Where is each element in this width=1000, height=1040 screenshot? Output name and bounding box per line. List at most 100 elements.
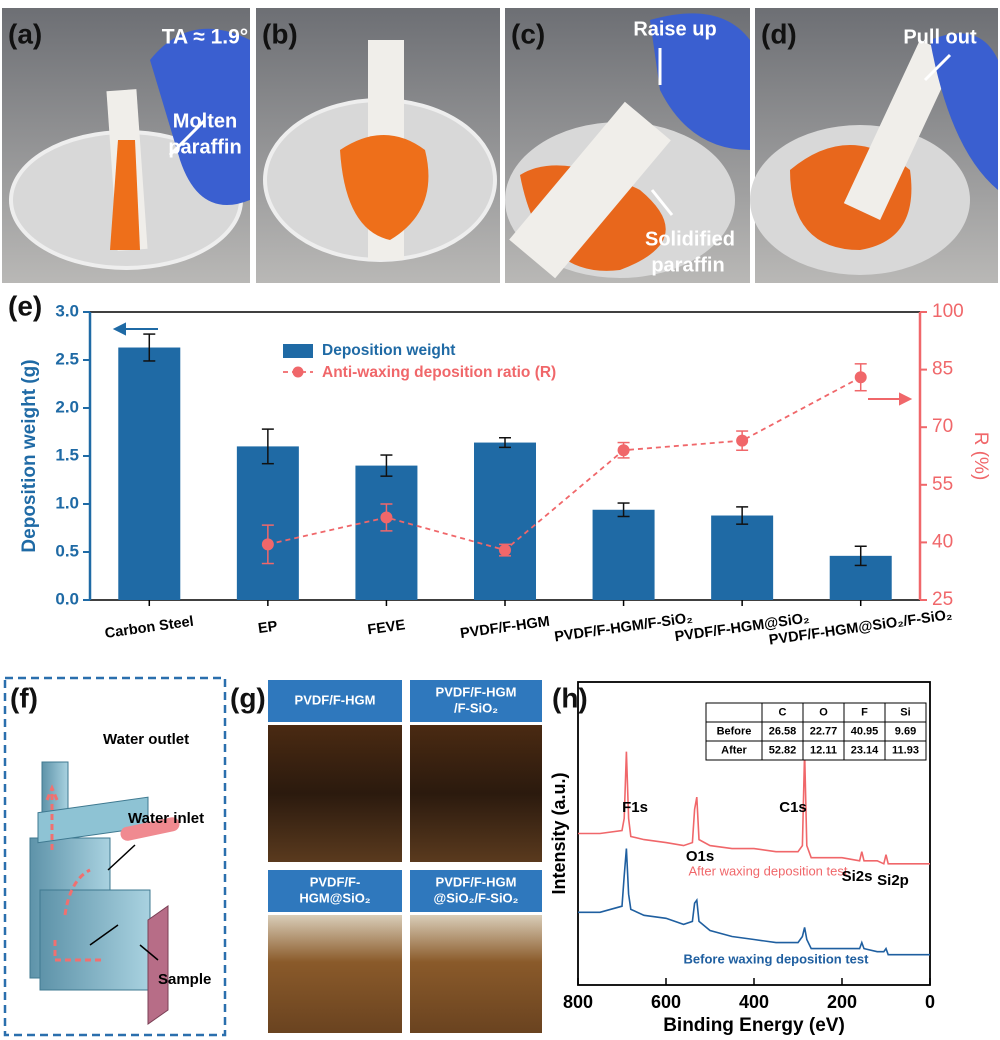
ratio-line (267, 376, 862, 552)
annotation: Raise up (633, 18, 716, 40)
annotation: paraffin (168, 136, 241, 158)
sample-label: /F-SiO₂ (454, 700, 498, 715)
legend-label: Anti-waxing deposition ratio (R) (322, 364, 556, 381)
photo-a (2, 8, 250, 283)
sample-photo (410, 725, 542, 862)
x-tick-label: 400 (739, 992, 769, 1012)
annotation: TA ≈ 1.9° (162, 26, 248, 49)
panel-label: (a) (8, 18, 42, 49)
panel-label: (e) (8, 290, 42, 321)
legend-swatch (292, 366, 304, 378)
x-tick-label: 800 (563, 992, 593, 1012)
table-cell: 22.77 (810, 725, 838, 737)
annotation: Water inlet (128, 810, 204, 827)
table-row-name: Before (717, 725, 752, 737)
x-tick-label: PVDF/F-HGM (459, 614, 551, 642)
y2-tick-label: 100 (932, 301, 964, 322)
panel-label: (h) (552, 682, 588, 713)
y-tick-label: 1.0 (55, 493, 79, 512)
y-axis-title: Intensity (a.u.) (549, 772, 569, 894)
peak-label: F1s (622, 799, 648, 816)
bar (355, 465, 418, 600)
axis-arrow (868, 392, 913, 406)
y2-tick-label: 25 (932, 589, 953, 610)
y-tick-label: 2.5 (55, 349, 79, 368)
y-tick-label: 2.0 (55, 397, 79, 416)
peak-label: C1s (779, 799, 807, 816)
ratio-point (854, 371, 867, 384)
photo-b (256, 8, 500, 283)
annotation: Water outlet (103, 731, 189, 748)
peak-label: Si2s (842, 868, 873, 885)
bar (118, 347, 181, 600)
sample-photo (268, 915, 402, 1033)
y2-tick-label: 85 (932, 359, 953, 380)
x-tick-label: Carbon Steel (104, 614, 195, 642)
panel-label: (f) (10, 682, 38, 713)
table-cell: 23.14 (851, 744, 879, 756)
y-tick-label: 3.0 (55, 301, 79, 320)
panel-label: (b) (262, 18, 298, 49)
x-tick-label: FEVE (367, 617, 407, 638)
y2-tick-label: 40 (932, 531, 953, 552)
sample-header (410, 870, 542, 912)
sample-photo (268, 725, 402, 862)
ratio-point (261, 538, 274, 551)
table-frame (705, 702, 927, 761)
table-cell: 52.82 (769, 744, 797, 756)
table-cell: 40.95 (851, 725, 879, 737)
bar (711, 515, 774, 600)
annotation: Solidified (645, 228, 735, 250)
sample-header (268, 870, 402, 912)
x-tick-label: EP (257, 619, 279, 638)
y-tick-label: 0.5 (55, 541, 79, 560)
ratio-point (499, 544, 511, 557)
axis-arrow (112, 322, 158, 336)
ratio-point (380, 511, 393, 524)
sample-label: PVDF/F-HGM (436, 874, 517, 889)
table-cell: 9.69 (895, 725, 916, 737)
sample-header (268, 680, 402, 722)
ratio-point (617, 444, 630, 457)
series-label: Before waxing deposition test (684, 951, 870, 966)
photo-d (750, 8, 998, 283)
ratio-point (736, 434, 749, 447)
x-axis-title: Binding Energy (eV) (663, 1015, 845, 1036)
sample-label: PVDF/F-HGM (436, 684, 517, 699)
table-header: O (819, 706, 828, 718)
y-axis-title: Deposition weight (g) (19, 359, 40, 552)
photo-c (505, 8, 750, 283)
series-label: After waxing deposition test (689, 863, 848, 878)
sample-photo (410, 915, 542, 1033)
table-header: C (779, 706, 787, 718)
sample-label: HGM@SiO₂ (299, 890, 370, 905)
table-cell: 26.58 (769, 725, 797, 737)
bar (236, 446, 299, 600)
spectrum (578, 848, 930, 956)
table-header: Si (900, 706, 910, 718)
legend-label: Deposition weight (322, 342, 455, 359)
sample-header (410, 680, 542, 722)
annotation: Sample (158, 971, 211, 988)
table-cell: 12.11 (810, 744, 837, 756)
y-tick-label: 0.0 (55, 589, 79, 608)
spectrum (578, 751, 930, 865)
legend-swatch (283, 344, 313, 358)
panel-label: (c) (511, 18, 545, 49)
table-row-name: After (721, 744, 747, 756)
schematic (3, 676, 227, 1037)
x-tick-label: 600 (651, 992, 681, 1012)
y2-axis-title: R (%) (970, 432, 991, 481)
table-cell: 11.93 (892, 744, 919, 756)
annotation: Molten (173, 110, 237, 132)
peak-label: O1s (686, 848, 714, 865)
sample-label: PVDF/F- (310, 874, 361, 889)
y2-tick-label: 55 (932, 474, 953, 495)
panel-label: (d) (761, 18, 797, 49)
x-tick-label: PVDF/F-HGM/F-SiO₂ (553, 610, 693, 645)
x-tick-label: 200 (827, 992, 857, 1012)
x-tick-label: 0 (925, 992, 935, 1012)
annotation: paraffin (651, 254, 724, 276)
annotation: Pull out (903, 26, 977, 48)
